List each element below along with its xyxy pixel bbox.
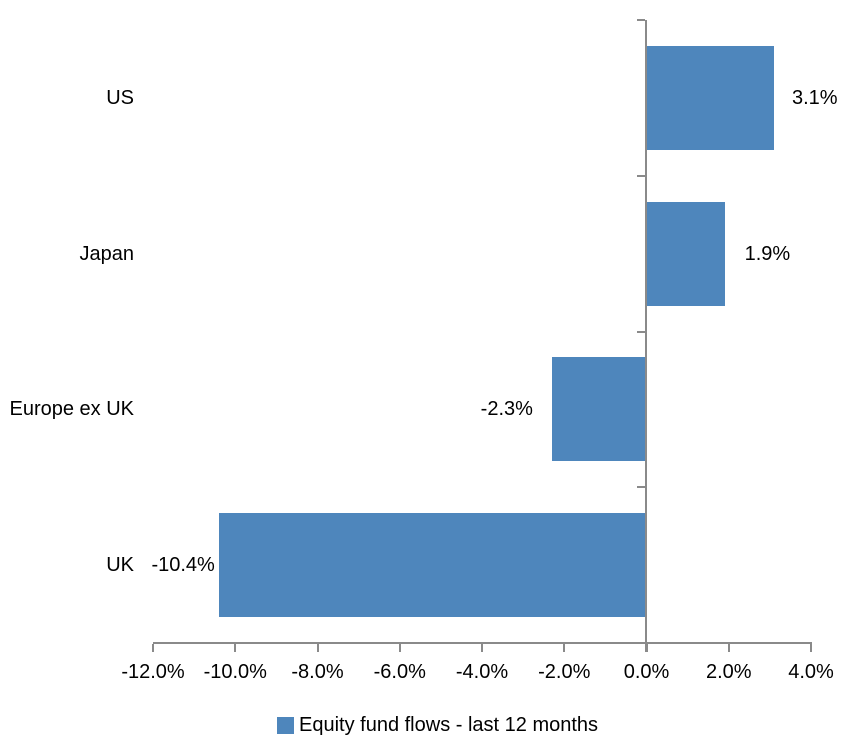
y-tick xyxy=(637,174,645,177)
x-tick-label: -6.0% xyxy=(373,661,426,683)
bar xyxy=(218,513,647,618)
y-tick xyxy=(637,19,645,21)
x-tick xyxy=(398,644,401,652)
category-label: US xyxy=(106,86,134,109)
x-tick xyxy=(152,644,154,652)
y-axis-line xyxy=(645,20,647,652)
x-tick xyxy=(727,644,730,652)
y-tick xyxy=(637,486,645,489)
x-tick xyxy=(481,644,483,652)
x-tick-label: -8.0% xyxy=(291,661,344,683)
x-tick-label: -12.0% xyxy=(121,661,185,683)
y-tick xyxy=(637,642,645,644)
legend: Equity fund flows - last 12 months xyxy=(277,715,598,735)
x-tick-label: -10.0% xyxy=(203,661,267,683)
y-tick xyxy=(637,330,645,333)
category-label: Europe ex UK xyxy=(9,398,134,421)
bar xyxy=(646,45,774,150)
x-tick xyxy=(563,644,566,652)
x-tick-label: 4.0% xyxy=(788,661,834,683)
legend-swatch xyxy=(277,716,294,734)
x-tick xyxy=(316,644,319,652)
bar xyxy=(551,357,647,462)
x-tick-label: -4.0% xyxy=(455,661,509,683)
x-tick-label: -2.0% xyxy=(538,661,591,683)
category-label: Japan xyxy=(79,242,135,265)
bar-data-label: 1.9% xyxy=(744,242,791,265)
x-tick xyxy=(810,644,812,652)
legend-label: Equity fund flows - last 12 months xyxy=(299,714,599,736)
x-tick xyxy=(234,644,237,652)
bar-data-label: -2.3% xyxy=(480,398,533,421)
bar xyxy=(646,201,725,306)
category-label: UK xyxy=(106,554,134,577)
x-axis-line xyxy=(153,642,812,644)
bar-data-label: 3.1% xyxy=(791,86,838,109)
x-tick-label: 0.0% xyxy=(623,661,670,683)
x-tick-label: 2.0% xyxy=(705,661,752,683)
bar-data-label: -10.4% xyxy=(151,554,215,577)
